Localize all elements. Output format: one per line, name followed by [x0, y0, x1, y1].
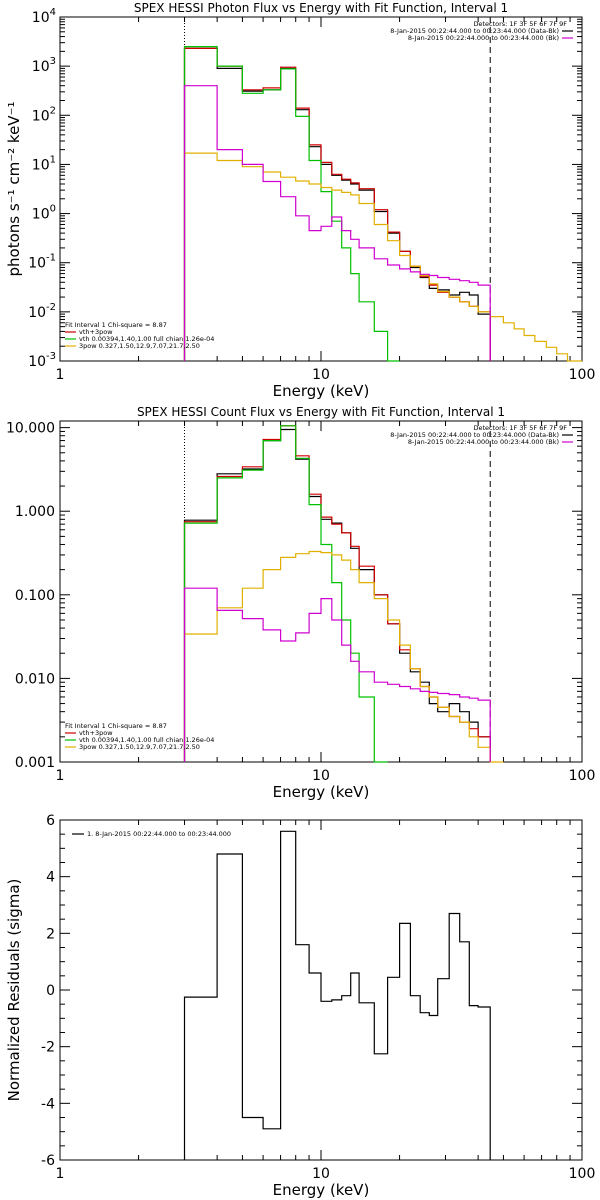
chart2-header-line: 8-Jan-2015 00:22:44.000 to 00:23:44.000 …: [390, 431, 559, 439]
chart1-header-line: 8-Jan-2015 00:22:44.000 to 00:23:44.000 …: [390, 27, 559, 35]
chart1-title: SPEX HESSI Photon Flux vs Energy with Fi…: [134, 1, 508, 15]
chart2-legend-item: vth+3pow: [79, 729, 113, 737]
chart2-series-data: [183, 428, 491, 762]
chart1-ytick-exponent: 0: [50, 204, 56, 215]
chart1-ytick-label: 104: [32, 7, 56, 26]
chart1-xlabel: Energy (keV): [273, 382, 370, 400]
chart1-xtick-label: 100: [569, 367, 596, 383]
chart2-series-background: [183, 587, 491, 762]
chart1-ytick-base: 10: [32, 157, 50, 173]
chart2-header-line: Detectors: 1F 3F 5F 6F 7F 9F: [473, 424, 567, 432]
chart3-series-residuals: [183, 830, 491, 1160]
chart1-ytick-label: 10-1: [28, 253, 56, 272]
chart2-series-thermal: [183, 425, 388, 763]
chart2-plot-frame: [59, 420, 583, 763]
chart2-xlabel: Energy (keV): [273, 783, 370, 801]
chart1-ylabel: photons s⁻¹ cm⁻² keV⁻¹: [5, 102, 23, 277]
chart1-ytick-exponent: 2: [50, 105, 56, 116]
chart2-ytick-label: 0.100: [15, 588, 55, 604]
chart2-ytick-label: 10.000: [6, 421, 55, 437]
chart1-header-line: 8-Jan-2015 00:22:44.000 to 00:23:44.000 …: [408, 34, 559, 42]
chart1-xtick-label: 1: [56, 367, 65, 383]
chart2-ytick-label: 0.010: [15, 671, 55, 687]
chart1-ytick-exponent: 4: [50, 7, 56, 18]
chart3-ytick-label: -4: [41, 1096, 55, 1112]
chart2-series-powerlaw: [183, 550, 504, 763]
chart2-xtick-label: 100: [569, 768, 596, 784]
chart1-ytick-base: 10: [32, 108, 50, 124]
chart3-ytick-label: -2: [41, 1040, 55, 1056]
chart3-xtick-label: 10: [312, 1166, 330, 1182]
chart1-series-model: [183, 47, 491, 361]
chart3-legend-item: 1. 8-Jan-2015 00:22:44.000 to 00:23:44.0…: [87, 830, 231, 838]
chart1-ytick-label: 10-3: [28, 351, 56, 370]
chart1-legend-item: 3pow 0.327,1.50,12.9,7.07,21.7,2.50: [79, 342, 200, 350]
chart3-ytick-label: -6: [41, 1153, 55, 1169]
chart1-ytick-exponent: -1: [46, 253, 56, 264]
chart3-xlabel: Energy (keV): [273, 1181, 370, 1199]
chart3-ytick-label: 0: [46, 983, 55, 999]
chart2-header-line: 8-Jan-2015 00:22:44.000 to 00:23:44.000 …: [408, 438, 559, 446]
chart2-xtick-label: 1: [56, 768, 65, 784]
chart1-ytick-exponent: -3: [46, 351, 56, 362]
chart3-xtick-label: 100: [569, 1166, 596, 1182]
chart1-series-background: [183, 85, 491, 361]
chart1-ytick-label: 10-2: [28, 302, 56, 321]
chart2-title: SPEX HESSI Count Flux vs Energy with Fit…: [137, 405, 505, 419]
chart1-ytick-label: 101: [32, 154, 56, 173]
chart1-ytick-exponent: 1: [50, 154, 56, 165]
chart3-ytick-label: 2: [46, 926, 55, 942]
chart1-ytick-label: 102: [32, 105, 56, 124]
chart1-ytick-base: 10: [28, 305, 46, 321]
chart1-xtick-label: 10: [312, 367, 330, 383]
chart2-legend-title: Fit Interval 1 Chi-square = 8.87: [65, 722, 167, 730]
chart1-ytick-label: 100: [32, 204, 56, 223]
chart1-legend-title: Fit Interval 1 Chi-square = 8.87: [65, 321, 167, 329]
chart1-ytick-base: 10: [32, 10, 50, 26]
chart1-ytick-base: 10: [28, 354, 46, 370]
chart1-legend-item: vth+3pow: [79, 328, 113, 336]
chart3-xtick-label: 1: [56, 1166, 65, 1182]
chart2-ytick-label: 0.001: [15, 755, 55, 771]
chart2-legend-item: 3pow 0.327,1.50,12.9,7.07,21.7,2.50: [79, 743, 200, 751]
chart3-ylabel: Normalized Residuals (sigma): [5, 879, 23, 1102]
chart1-ytick-base: 10: [32, 59, 50, 75]
chart1-legend-item: vth 0.00394,1.40,1.00 full chian 1.26e-0…: [79, 335, 214, 343]
chart1-ytick-exponent: 3: [50, 56, 56, 67]
chart1-header-line: Detectors: 1F 3F 5F 6F 7F 9F: [473, 20, 567, 28]
chart1-ytick-base: 10: [28, 256, 46, 272]
chart3-ytick-label: 6: [46, 813, 55, 829]
chart3-ytick-label: 4: [46, 870, 55, 886]
chart2-ytick-label: 1.000: [15, 504, 55, 520]
chart1-series-data: [183, 47, 491, 361]
chart2-xtick-label: 10: [312, 768, 330, 784]
chart1-ytick-base: 10: [32, 207, 50, 223]
chart1-series-thermal: [183, 46, 400, 362]
chart1-ytick-exponent: -2: [46, 302, 56, 313]
chart1-ytick-label: 103: [32, 56, 56, 75]
chart1-series-powerlaw: [183, 152, 582, 362]
chart2-legend-item: vth 0.00394,1.40,1.00 full chian 1.26e-0…: [79, 736, 214, 744]
